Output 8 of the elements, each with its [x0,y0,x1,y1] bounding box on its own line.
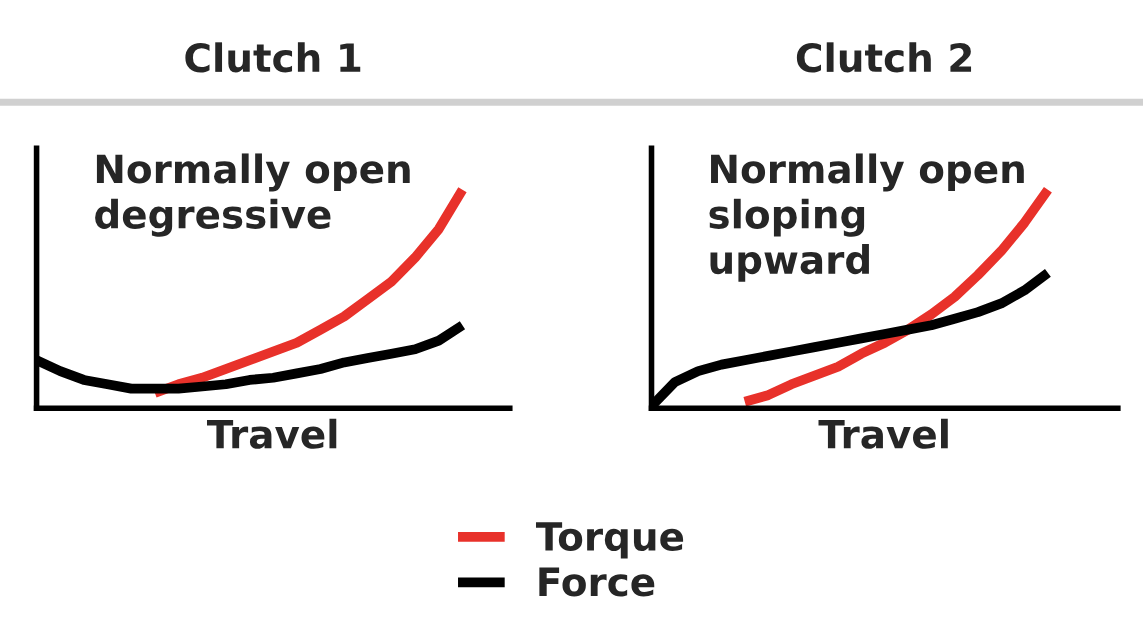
legend-label: Force [539,567,655,597]
x-axis-title: Travel [207,418,337,449]
chart-title: Clutch 2 [796,42,972,73]
annotation: Normally open sloping upward [709,153,1024,282]
x-axis-title: Travel [818,418,948,449]
legend-label: Torque [535,522,684,559]
annotation: Normally open degressive [95,153,410,237]
chart-title: Clutch 1 [185,42,361,73]
